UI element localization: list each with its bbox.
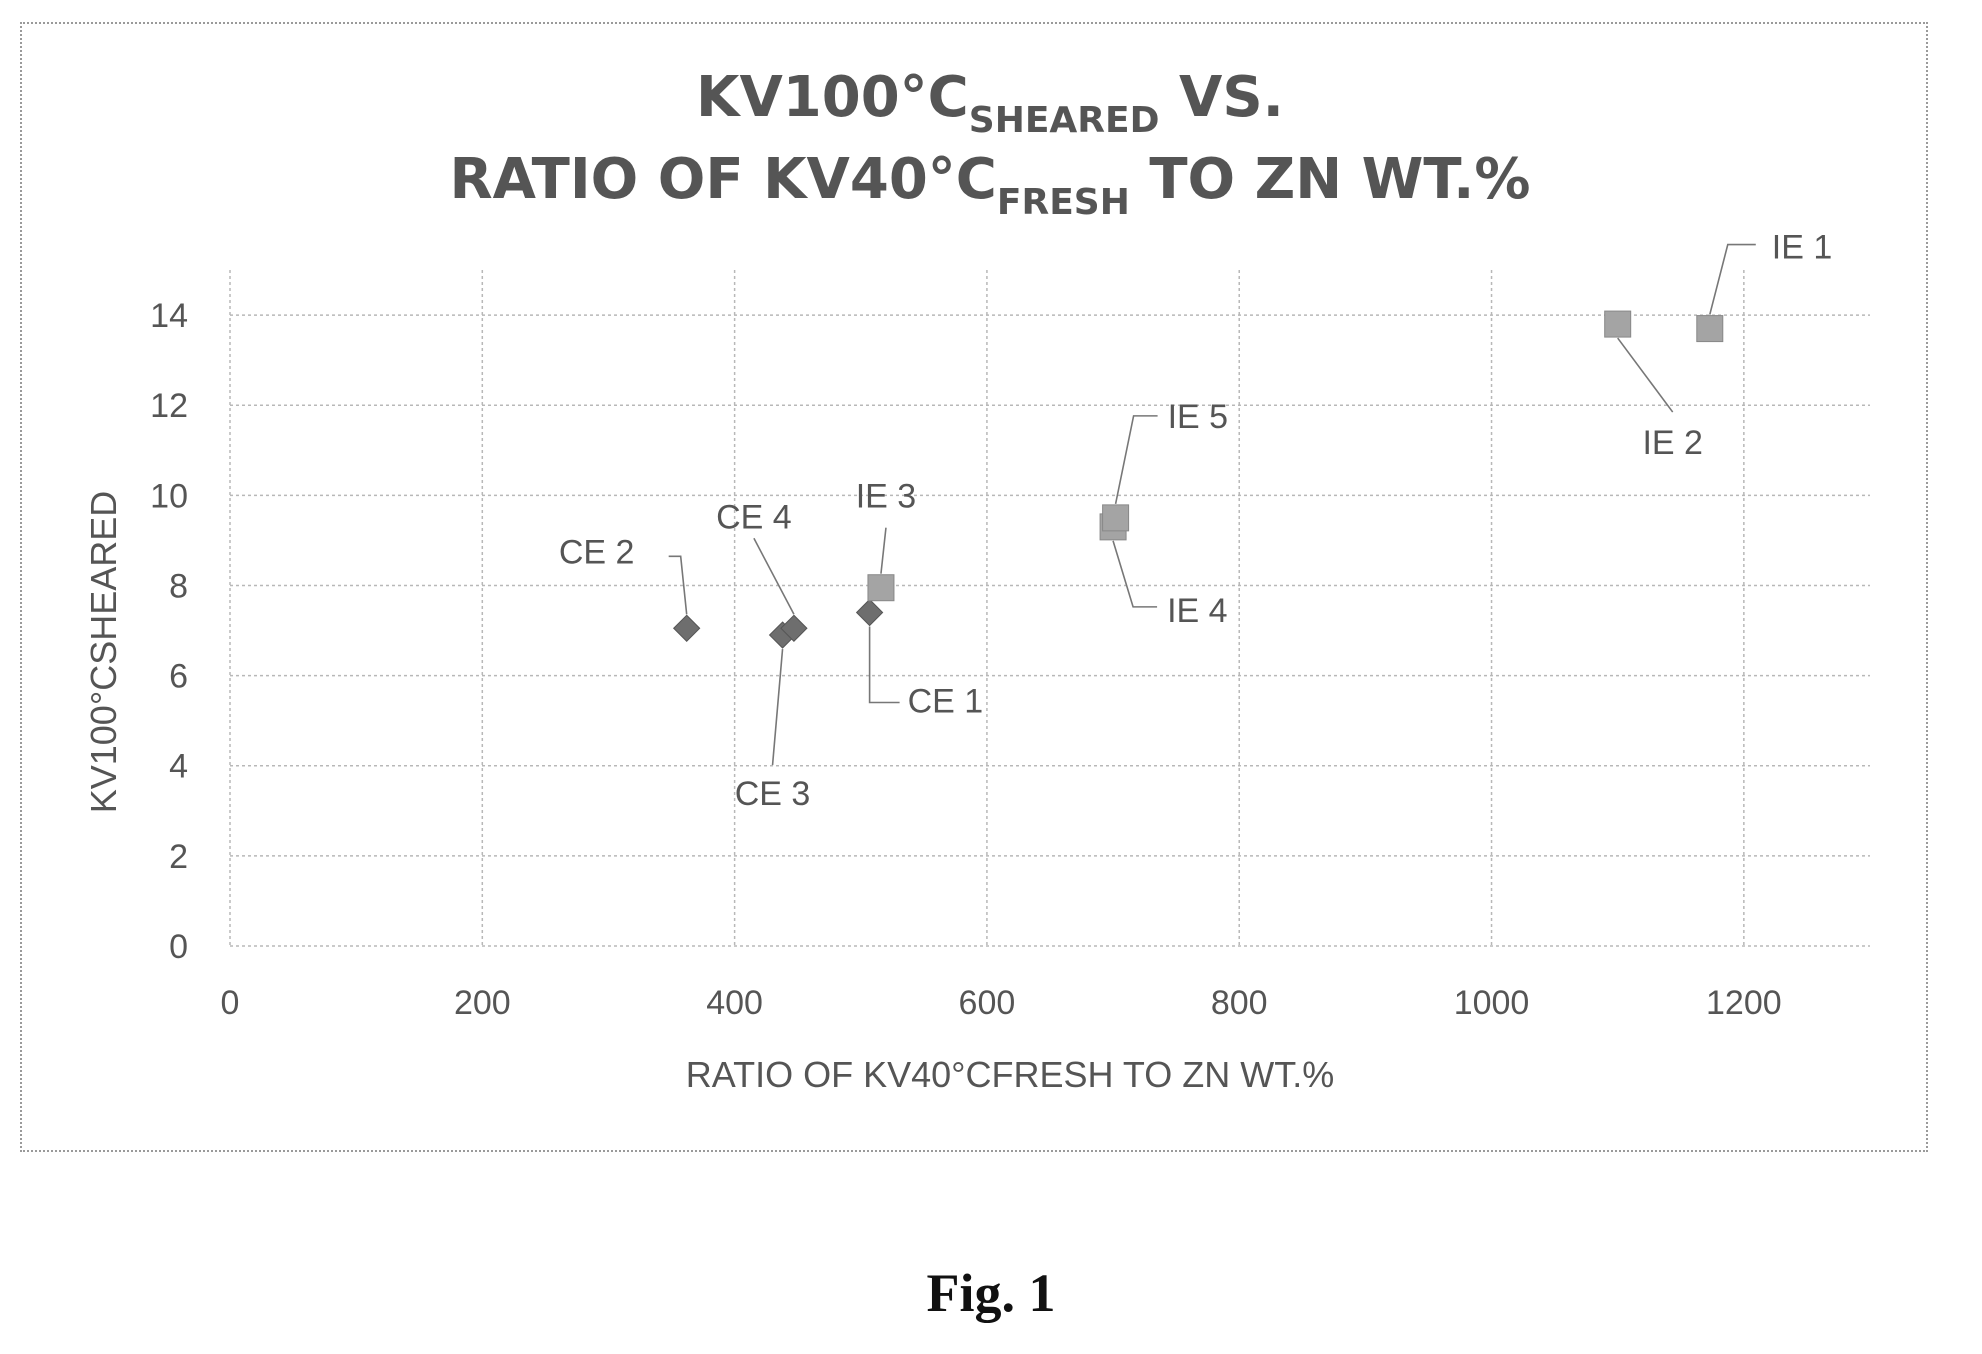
point-label: CE 4 [716,498,792,536]
x-tick-label: 200 [454,984,511,1022]
y-tick-label: 10 [150,477,188,515]
chart-title-line-2: RATIO OF KV40°CFRESH TO ZN WT.% [450,147,1531,223]
scatter-chart: KV100°CSHEARED VS. RATIO OF KV40°CFRESH … [83,65,1870,1095]
point-label: CE 3 [735,775,811,813]
figure-caption: Fig. 1 [926,1263,1056,1323]
x-tick-label: 0 [221,984,240,1022]
point-label: CE 2 [559,533,635,571]
diamond-marker [855,598,884,627]
square-marker [867,574,895,602]
y-tick-label: 4 [169,748,188,786]
point-label: CE 1 [908,683,984,721]
point-label: IE 1 [1772,229,1832,267]
point-labels: CE 1 CE 2 CE 3 CE 4 IE 1 IE 2 IE 3 IE 4 IE 5 [559,229,1832,813]
point-label: IE 2 [1642,424,1702,462]
y-tick-label: 2 [169,838,188,876]
y-tick-label: 8 [169,567,188,605]
x-tick-label: 1000 [1454,984,1530,1022]
point-label: IE 4 [1167,592,1227,630]
label-leader-line [668,555,688,615]
y-tick-label: 12 [150,387,188,425]
data-points [672,310,1724,649]
label-leader-line [868,626,900,704]
label-leader-line [753,537,795,615]
label-leader-line [1112,540,1158,608]
y-tick-label: 0 [169,928,188,966]
x-axis-title: RATIO OF KV40°CFRESH TO ZN WT.% [686,1054,1334,1095]
label-leader-line [1617,337,1674,413]
tick-labels: 0 2 4 6 8 10 12 14 0 200 400 600 800 1000 1200 [150,297,1781,1022]
diamond-marker [780,614,808,642]
y-tick-label: 14 [150,297,188,335]
y-tick-label: 6 [169,658,188,696]
label-leader-line [1709,243,1756,315]
x-tick-label: 1200 [1706,984,1782,1022]
point-label: IE 3 [856,478,916,516]
x-tick-label: 800 [1211,984,1268,1022]
leader-lines [668,243,1756,766]
square-marker [1102,504,1130,532]
square-marker [1696,315,1724,343]
point-label: IE 5 [1168,398,1228,436]
square-marker [1604,310,1632,338]
label-leader-line [1114,415,1158,505]
label-leader-line [771,648,784,766]
grid [229,270,1870,947]
y-axis-title: KV100°CSHEARED [83,491,124,814]
chart-title-line-1: KV100°CSHEARED VS. [696,65,1284,141]
chart-frame [20,22,1928,1152]
x-tick-label: 400 [706,984,763,1022]
x-tick-label: 600 [959,984,1016,1022]
diamond-marker [672,614,701,642]
label-leader-line [880,527,887,574]
